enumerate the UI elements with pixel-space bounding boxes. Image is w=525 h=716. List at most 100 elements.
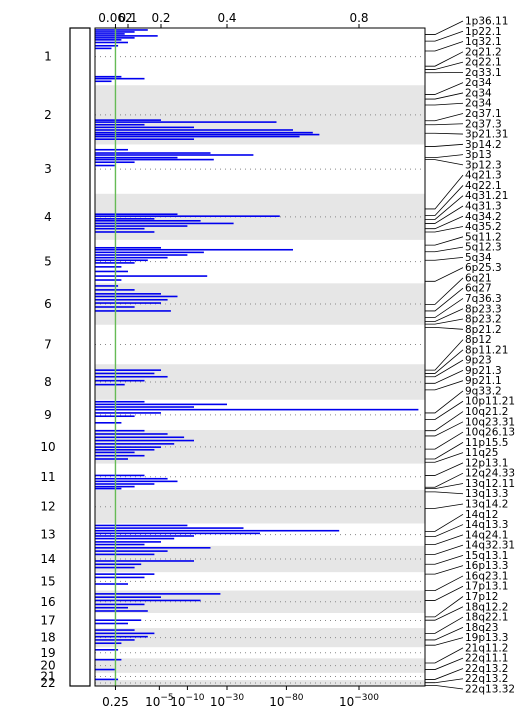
band-label: 8p12 <box>465 334 492 346</box>
band-label: 18q12.2 <box>465 601 508 613</box>
bottom-tick-exponent: −80 <box>285 693 304 703</box>
band-leader <box>425 626 464 641</box>
chromosome-label-12: 12 <box>40 500 55 514</box>
signal-bar <box>95 596 161 598</box>
band-label: 10q26.13 <box>465 427 515 439</box>
band-label: 16q23.1 <box>465 570 508 582</box>
signal-bar <box>95 293 161 295</box>
chromosome-label-2: 2 <box>44 108 52 122</box>
top-tick-label: 0.8 <box>349 11 368 25</box>
band-leader <box>425 606 464 621</box>
signal-bar <box>95 164 115 167</box>
band-label: 14q12 <box>465 509 498 521</box>
signal-bar <box>95 668 115 671</box>
band-leader <box>425 41 464 52</box>
signal-bar <box>95 553 155 556</box>
band-leader <box>425 544 464 555</box>
signal-bar <box>95 231 155 233</box>
band-label: 5q34 <box>465 252 492 264</box>
band-label: 14q24.1 <box>465 529 508 541</box>
band-label: 4q21.3 <box>465 170 502 182</box>
band-leader <box>425 442 464 460</box>
signal-bar <box>95 256 168 259</box>
signal-bar <box>95 619 142 621</box>
band-label: 17p13.1 <box>465 581 508 593</box>
band-label: 10q21.2 <box>465 406 508 418</box>
band-leader <box>425 82 464 95</box>
band-label: 9p23 <box>465 355 492 367</box>
signal-bar <box>95 138 194 141</box>
chromosome-label-21: 21 <box>40 669 55 683</box>
signal-bar <box>95 480 178 483</box>
signal-bar <box>95 47 112 50</box>
band-leader <box>425 400 464 420</box>
band-leader <box>425 226 464 233</box>
band-leader <box>425 575 464 591</box>
signal-bar <box>95 403 227 406</box>
band-label: 13q13.3 <box>465 488 508 500</box>
signal-bar <box>95 39 122 41</box>
band-label: 15q13.1 <box>465 550 508 562</box>
band-leader <box>425 637 464 646</box>
band-leader <box>425 20 464 35</box>
bottom-tick-exponent: −10 <box>186 693 205 703</box>
band-leader <box>425 596 464 618</box>
signal-bar <box>95 583 128 585</box>
signal-bar <box>95 610 148 612</box>
signal-bar <box>95 369 161 371</box>
signal-bar <box>95 129 293 131</box>
bottom-tick-label: 10−10 <box>170 693 205 709</box>
signal-bar <box>95 635 148 638</box>
chromosome-label-17: 17 <box>40 614 55 628</box>
signal-bar <box>95 44 119 47</box>
band-leader <box>425 287 464 312</box>
band-leader <box>425 326 464 330</box>
signal-bar <box>95 119 161 121</box>
signal-bar <box>95 251 204 254</box>
signal-bar <box>95 408 419 411</box>
signal-bar <box>95 599 201 602</box>
signal-bar <box>95 603 145 606</box>
signal-bar <box>95 259 148 262</box>
band-label: 13q12.11 <box>465 478 515 490</box>
signal-bar <box>95 529 340 532</box>
signal-bar <box>95 152 211 154</box>
signal-bar <box>95 246 161 249</box>
band-leader <box>425 92 464 100</box>
signal-bar <box>95 302 161 304</box>
band-leader <box>425 185 464 216</box>
band-leader <box>425 205 464 224</box>
band-label: 4q35.2 <box>465 221 502 233</box>
band-label: 10p11.21 <box>465 396 515 408</box>
band-label: 2q34 <box>465 77 492 89</box>
band-leader <box>425 236 464 246</box>
band-label: 22q13.32 <box>465 684 515 696</box>
signal-bar <box>95 593 221 595</box>
signal-bar <box>95 158 214 161</box>
band-label: 3p21.31 <box>465 129 508 141</box>
signal-bar <box>95 33 125 35</box>
band-label: 17p12 <box>465 591 498 603</box>
chromosome-label-11: 11 <box>40 470 55 484</box>
signal-bar <box>95 126 194 129</box>
signal-bar <box>95 422 122 424</box>
band-leader <box>425 390 464 414</box>
signal-bar <box>95 454 145 457</box>
chromosome-shading <box>95 85 425 686</box>
band-label: 3p14.2 <box>465 139 502 151</box>
signal-bar <box>95 448 155 451</box>
band-label: 4q31.3 <box>465 200 502 212</box>
chromosome-label-14: 14 <box>40 552 55 566</box>
band-leader <box>425 684 464 690</box>
band-leader <box>425 349 464 374</box>
band-label: 11p15.5 <box>465 437 508 449</box>
bottom-tick-exponent: −30 <box>225 693 244 703</box>
chromosome-label-1: 1 <box>44 50 52 64</box>
band-label: 14q32.31 <box>465 540 515 552</box>
signal-bar <box>95 678 119 681</box>
signal-bar <box>95 222 234 225</box>
chromosome-label-9: 9 <box>44 408 52 422</box>
band-label: 8p11.21 <box>465 344 508 356</box>
